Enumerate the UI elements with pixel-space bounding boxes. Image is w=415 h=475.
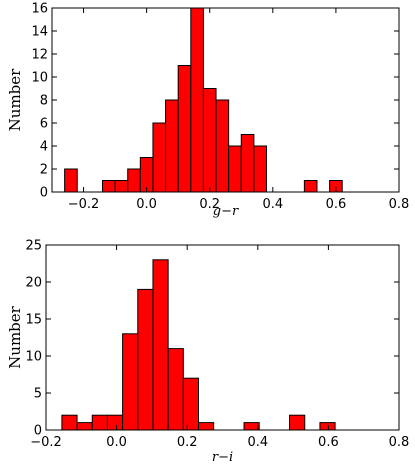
histogram-bar xyxy=(253,145,268,193)
histogram-bar xyxy=(61,414,78,431)
x-tick-label: −0.2 xyxy=(68,197,100,212)
histogram-bar xyxy=(106,414,124,431)
histogram-bar xyxy=(91,414,108,431)
y-axis-label-g-r: Number xyxy=(6,68,24,131)
y-tick-label: 10 xyxy=(31,71,48,86)
y-tick-label: 10 xyxy=(25,350,42,365)
histogram-bar xyxy=(165,99,179,193)
x-tick-label: 0.6 xyxy=(326,197,347,212)
y-axis-label-r-i: Number xyxy=(6,305,24,368)
histogram-bar xyxy=(114,180,129,193)
x-tick-label: 0.4 xyxy=(247,435,268,450)
histogram-bar xyxy=(167,348,184,431)
y-tick-label: 12 xyxy=(31,48,48,63)
x-tick-label: 0.4 xyxy=(262,197,283,212)
histogram-bar xyxy=(64,168,78,193)
y-tick-label: 0 xyxy=(34,424,42,439)
bars-r-i xyxy=(61,259,336,431)
histogram-bar xyxy=(303,180,318,193)
bars-g-r xyxy=(64,7,343,193)
histogram-r-i: −0.2 0.0 0.2 0.4 0.6 0.8 0 5 10 15 20 25 Number r−i xyxy=(6,239,409,466)
x-tick-label: 0.8 xyxy=(389,197,410,212)
x-tick-label: 0.0 xyxy=(136,197,157,212)
histogram-bar xyxy=(202,88,217,193)
y-tick-label: 5 xyxy=(34,387,42,402)
histogram-bar xyxy=(197,422,215,431)
histogram-bar xyxy=(228,145,242,193)
histogram-bar xyxy=(289,414,306,431)
histogram-bar xyxy=(152,259,169,431)
ticks-g-r: −0.2 0.0 0.2 0.4 0.6 0.8 0 2 4 6 8 10 12 14 16 xyxy=(31,2,409,213)
histogram-bar xyxy=(137,288,154,431)
axes-frame-r-i xyxy=(45,244,400,431)
ticks-r-i: −0.2 0.0 0.2 0.4 0.6 0.8 0 5 10 15 20 25 xyxy=(25,239,409,451)
y-tick-label: 25 xyxy=(25,239,42,254)
y-tick-label: 4 xyxy=(40,140,48,155)
histogram-bar xyxy=(139,157,154,193)
histogram-bar xyxy=(319,422,336,431)
x-axis-label-g-r: g−r xyxy=(213,204,239,219)
x-axis-label-r-i: r−i xyxy=(212,450,233,465)
histogram-bar xyxy=(240,134,255,193)
histogram-bar xyxy=(182,377,199,431)
y-tick-label: 15 xyxy=(25,313,42,328)
x-tick-label: 0.0 xyxy=(106,435,127,450)
x-tick-label: 0.2 xyxy=(177,435,198,450)
histogram-bar xyxy=(127,168,141,193)
y-tick-label: 6 xyxy=(40,117,48,132)
histogram-bar xyxy=(243,422,260,431)
histogram-bar xyxy=(122,333,139,431)
x-tick-label: −0.2 xyxy=(30,435,62,450)
axes-frame-g-r xyxy=(51,7,400,193)
y-tick-label: 16 xyxy=(31,2,48,17)
y-tick-label: 8 xyxy=(40,94,48,109)
y-tick-label: 20 xyxy=(25,276,42,291)
x-tick-label: 0.6 xyxy=(318,435,339,450)
y-tick-label: 14 xyxy=(31,25,48,40)
x-tick-label: 0.8 xyxy=(389,435,410,450)
histogram-bar xyxy=(101,180,116,193)
histogram-bar xyxy=(76,422,93,431)
histogram-bar xyxy=(152,122,167,193)
y-tick-label: 0 xyxy=(40,186,48,201)
x-tick-label: 0.2 xyxy=(199,197,220,212)
y-tick-label: 2 xyxy=(40,163,48,178)
histogram-bar xyxy=(177,65,192,193)
histogram-bar xyxy=(215,99,230,193)
histogram-bar xyxy=(190,7,204,193)
